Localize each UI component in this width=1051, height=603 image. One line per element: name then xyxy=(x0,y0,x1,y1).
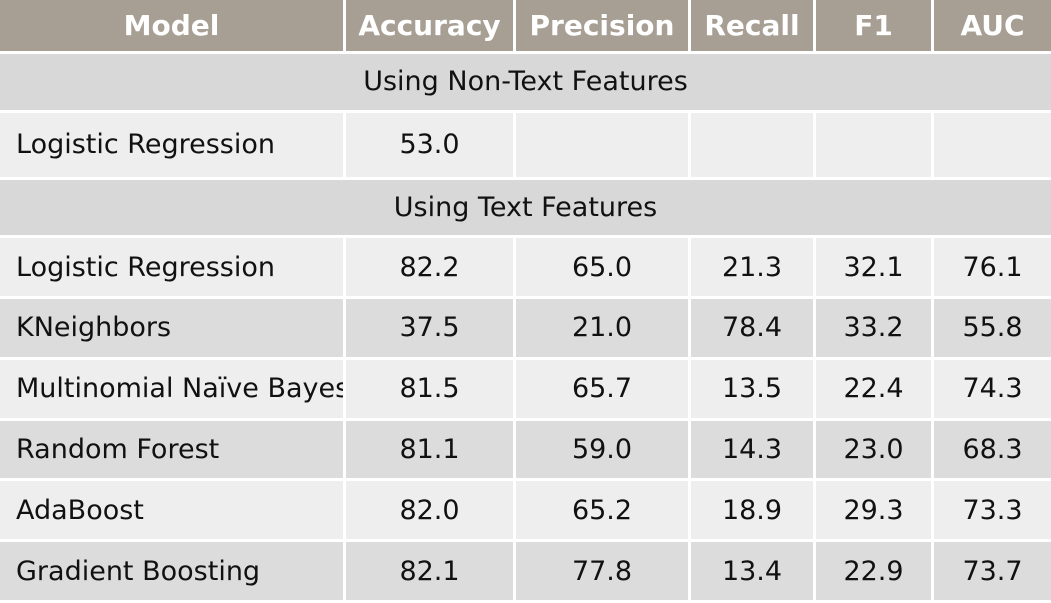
section-row: Using Text Features xyxy=(0,179,1051,239)
table-row: Multinomial Naïve Bayes 81.5 65.7 13.5 22.4 7… xyxy=(0,359,1051,421)
recall-cell: 13.5 xyxy=(691,359,816,421)
model-name-cell: Multinomial Naïve Bayes xyxy=(0,359,346,421)
section-label: Using Non-Text Features xyxy=(0,54,1051,113)
model-name-cell: Logistic Regression xyxy=(0,112,346,180)
accuracy-cell: 81.1 xyxy=(346,420,516,482)
recall-cell: 14.3 xyxy=(691,420,816,482)
accuracy-cell: 82.2 xyxy=(346,238,516,300)
f1-cell: 33.2 xyxy=(816,299,934,360)
accuracy-cell: 37.5 xyxy=(346,299,516,360)
f1-cell: 29.3 xyxy=(816,481,934,543)
column-header-accuracy: Accuracy xyxy=(346,0,516,54)
table-row: Logistic Regression 53.0 xyxy=(0,112,1051,180)
auc-cell: 55.8 xyxy=(934,299,1051,360)
precision-cell: 59.0 xyxy=(516,420,691,482)
precision-cell xyxy=(516,112,691,180)
table-row: Logistic Regression 82.2 65.0 21.3 32.1 76.1 xyxy=(0,238,1051,300)
model-name-cell: KNeighbors xyxy=(0,299,346,360)
column-header-precision: Precision xyxy=(516,0,691,54)
auc-cell: 73.3 xyxy=(934,481,1051,543)
auc-cell: 76.1 xyxy=(934,238,1051,300)
table-body: Using Non-Text Features Logistic Regressi… xyxy=(0,54,1051,603)
recall-cell: 13.4 xyxy=(691,542,816,603)
auc-cell: 73.7 xyxy=(934,542,1051,603)
model-name-cell: Logistic Regression xyxy=(0,238,346,300)
table-row: Random Forest 81.1 59.0 14.3 23.0 68.3 xyxy=(0,420,1051,482)
f1-cell xyxy=(816,112,934,180)
recall-cell: 21.3 xyxy=(691,238,816,300)
accuracy-cell: 82.1 xyxy=(346,542,516,603)
model-name-cell: Random Forest xyxy=(0,420,346,482)
header-row: Model Accuracy Precision Recall F1 AUC xyxy=(0,0,1051,54)
column-header-recall: Recall xyxy=(691,0,816,54)
precision-cell: 65.2 xyxy=(516,481,691,543)
accuracy-cell: 82.0 xyxy=(346,481,516,543)
accuracy-cell: 81.5 xyxy=(346,359,516,421)
f1-cell: 22.4 xyxy=(816,359,934,421)
model-name-cell: Gradient Boosting xyxy=(0,542,346,603)
precision-cell: 21.0 xyxy=(516,299,691,360)
column-header-f1: F1 xyxy=(816,0,934,54)
accuracy-cell: 53.0 xyxy=(346,112,516,180)
f1-cell: 23.0 xyxy=(816,420,934,482)
precision-cell: 77.8 xyxy=(516,542,691,603)
section-row: Using Non-Text Features xyxy=(0,54,1051,113)
precision-cell: 65.0 xyxy=(516,238,691,300)
table-row: KNeighbors 37.5 21.0 78.4 33.2 55.8 xyxy=(0,299,1051,360)
table-row: AdaBoost 82.0 65.2 18.9 29.3 73.3 xyxy=(0,481,1051,543)
recall-cell: 18.9 xyxy=(691,481,816,543)
table-row: Gradient Boosting 82.1 77.8 13.4 22.9 73.7 xyxy=(0,542,1051,603)
model-name-cell: AdaBoost xyxy=(0,481,346,543)
section-label: Using Text Features xyxy=(0,179,1051,239)
auc-cell xyxy=(934,112,1051,180)
f1-cell: 32.1 xyxy=(816,238,934,300)
auc-cell: 68.3 xyxy=(934,420,1051,482)
recall-cell: 78.4 xyxy=(691,299,816,360)
recall-cell xyxy=(691,112,816,180)
precision-cell: 65.7 xyxy=(516,359,691,421)
auc-cell: 74.3 xyxy=(934,359,1051,421)
f1-cell: 22.9 xyxy=(816,542,934,603)
column-header-model: Model xyxy=(0,0,346,54)
column-header-auc: AUC xyxy=(934,0,1051,54)
